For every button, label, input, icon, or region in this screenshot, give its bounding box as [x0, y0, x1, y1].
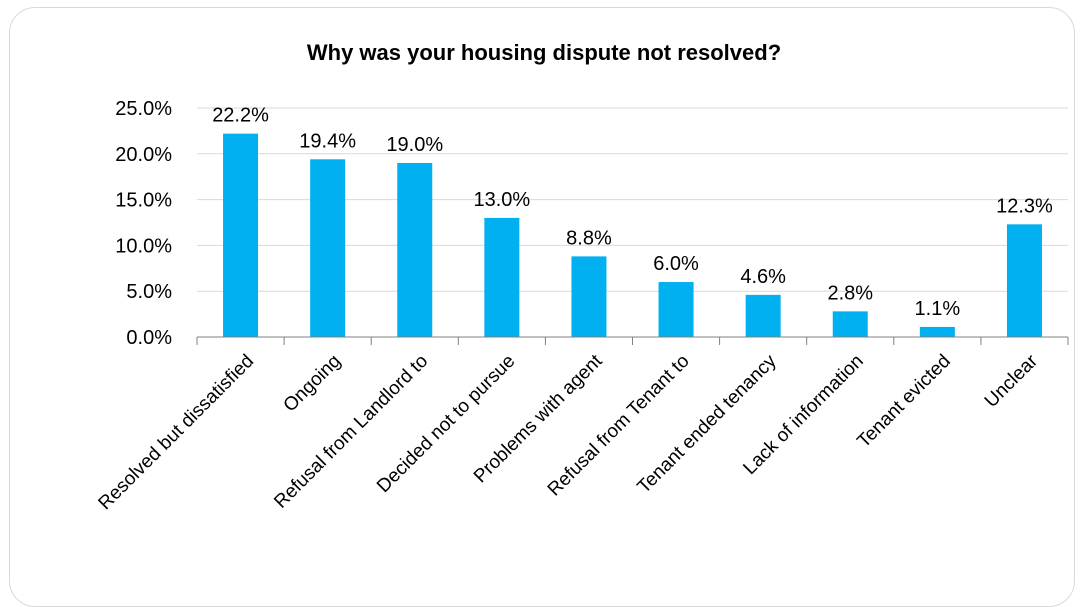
category-label: Refusal from Landlord to — [270, 351, 432, 513]
bar — [919, 326, 955, 337]
bar — [484, 217, 520, 337]
y-tick-label: 20.0% — [115, 144, 172, 166]
chart-frame — [9, 7, 1075, 607]
data-label: 19.4% — [299, 130, 356, 152]
data-label: 2.8% — [827, 282, 873, 304]
y-axis-ticks: 0.0% 5.0% 10.0% 15.0% 20.0% 25.0% — [115, 98, 172, 349]
bar — [571, 256, 607, 337]
category-label: Unclear — [981, 350, 1043, 412]
bar — [223, 133, 259, 337]
bar — [397, 162, 433, 337]
data-label: 4.6% — [740, 266, 786, 288]
data-label: 1.1% — [915, 298, 961, 320]
data-label: 6.0% — [653, 253, 699, 275]
bar — [832, 311, 868, 337]
data-label: 19.0% — [386, 134, 443, 156]
data-label: 13.0% — [473, 189, 530, 211]
y-tick-label: 10.0% — [115, 235, 172, 257]
bars — [223, 133, 1042, 337]
x-axis — [196, 336, 1069, 345]
bar — [658, 282, 694, 337]
chart-title: Why was your housing dispute not resolve… — [307, 40, 781, 65]
category-label: Tenant evicted — [853, 351, 954, 452]
bar-chart: Why was your housing dispute not resolve… — [95, 40, 1069, 514]
category-label: Refusal from Tenant to — [544, 351, 694, 501]
bar — [310, 159, 346, 337]
y-tick-label: 15.0% — [115, 190, 172, 212]
category-labels: Resolved but dissatisfied OngoingRefusal … — [95, 350, 1043, 514]
data-labels: 22.2% 19.4% 19.0% 13.0% 8.8% 6.0% 4.6% 2.8% 1.1%… — [212, 105, 1053, 320]
y-tick-label: 25.0% — [115, 98, 172, 120]
bar — [1006, 224, 1042, 337]
data-label: 12.3% — [996, 195, 1053, 217]
data-label: 8.8% — [566, 227, 612, 249]
y-tick-label: 0.0% — [126, 327, 172, 349]
data-label: 22.2% — [212, 105, 269, 127]
category-label: Resolved but dissatisfied — [95, 351, 258, 514]
y-tick-label: 5.0% — [126, 281, 172, 303]
bar — [745, 294, 781, 337]
category-label: Ongoing — [280, 351, 346, 417]
